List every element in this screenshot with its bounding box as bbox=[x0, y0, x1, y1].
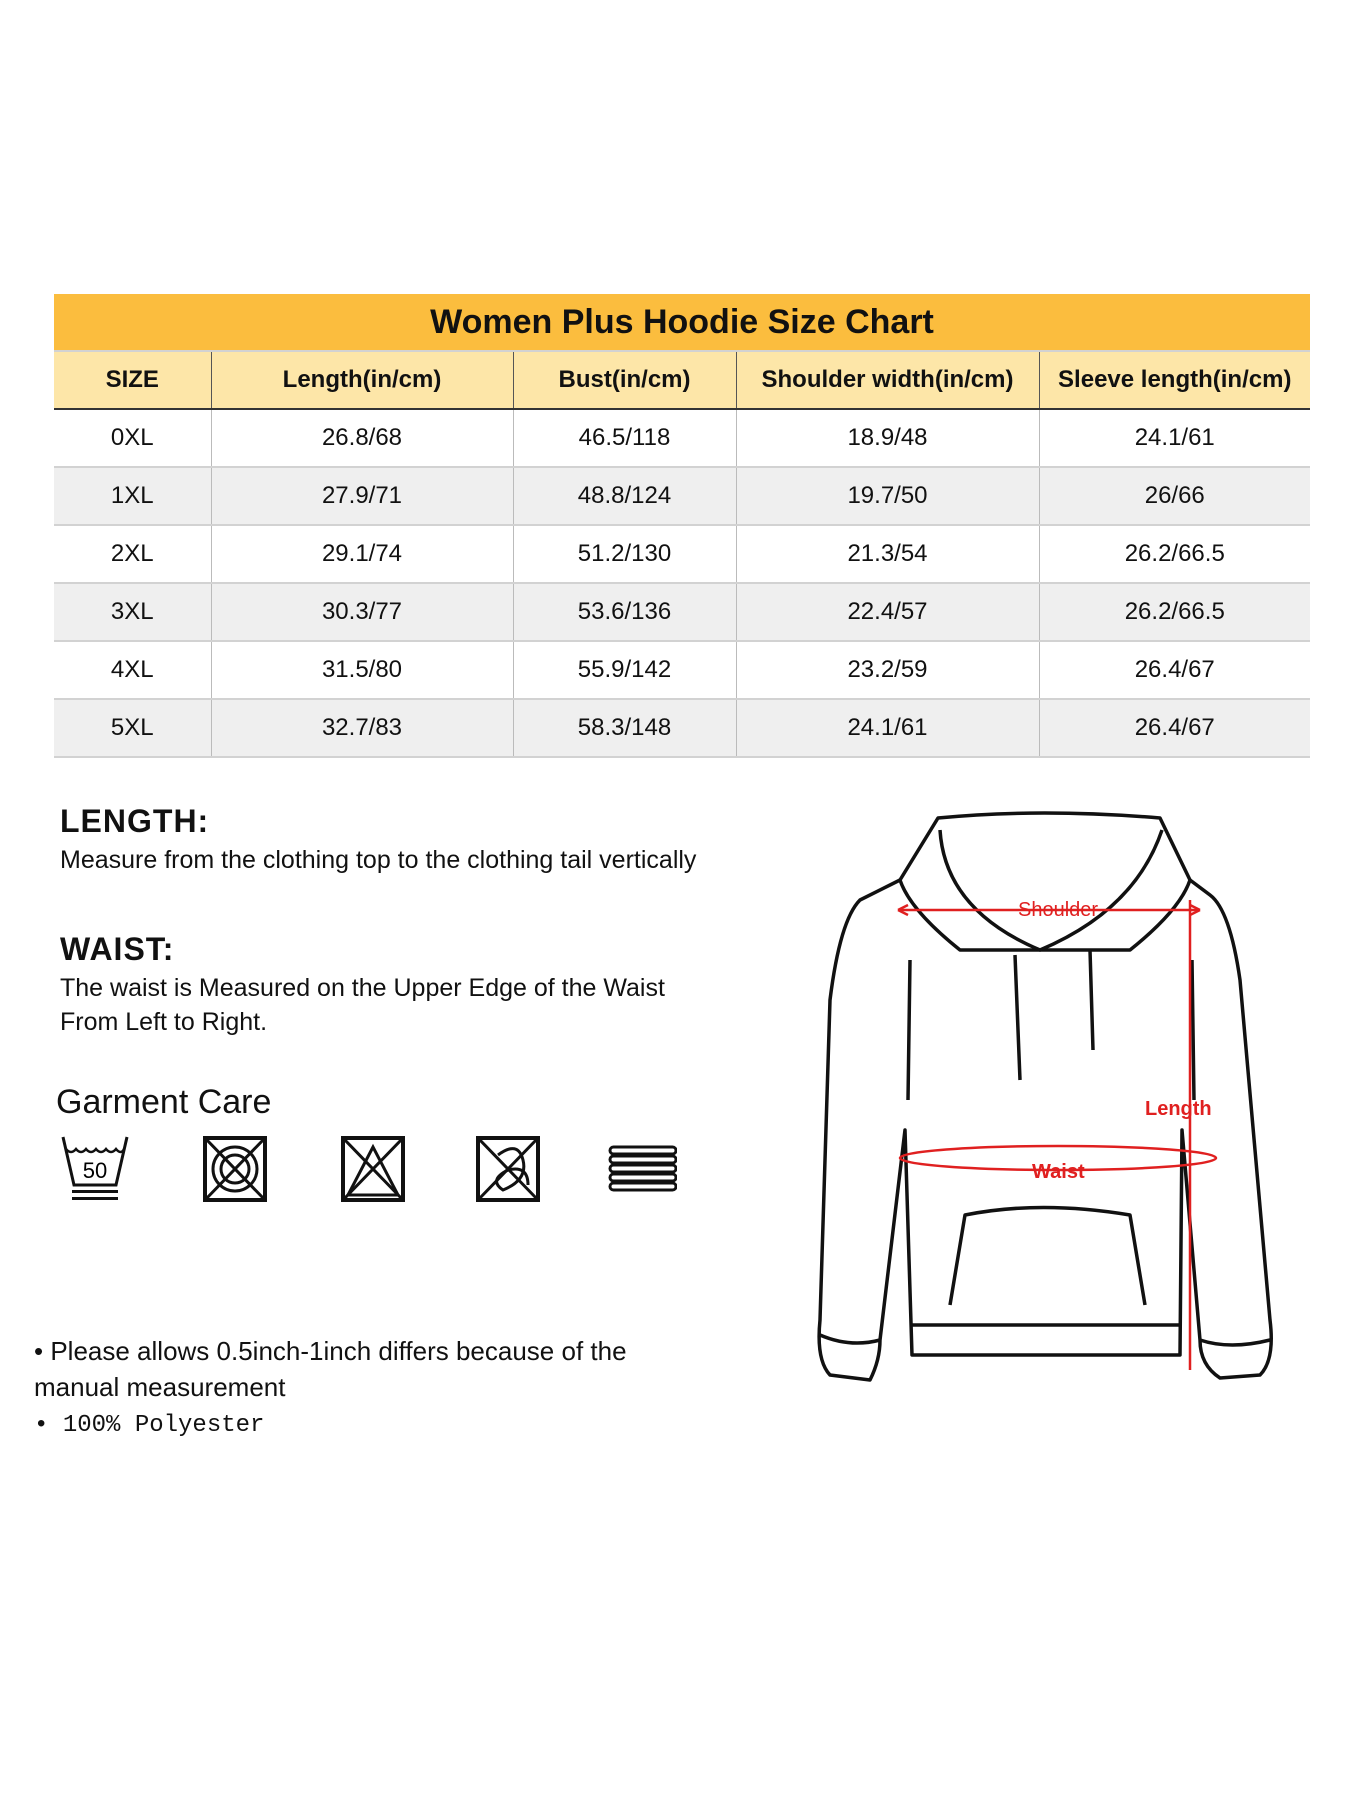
table-cell: 27.9/71 bbox=[210, 467, 513, 526]
waist-label: Waist bbox=[1032, 1161, 1085, 1183]
table-cell: 26.8/68 bbox=[210, 409, 513, 468]
table-cell: 26.4/67 bbox=[1038, 699, 1310, 758]
bullet: • bbox=[34, 1412, 63, 1439]
svg-text:50: 50 bbox=[83, 1158, 107, 1183]
note-measurement: • Please allows 0.5inch-1inch differs be… bbox=[34, 1336, 627, 1402]
table-cell: 26.2/66.5 bbox=[1038, 583, 1310, 642]
table-cell: 26.4/67 bbox=[1038, 641, 1310, 700]
table-cell: 55.9/142 bbox=[512, 641, 736, 700]
garment-care-heading: Garment Care bbox=[56, 1083, 272, 1121]
table-cell: 1XL bbox=[54, 467, 211, 526]
measurement-lines bbox=[897, 900, 1218, 1370]
table-cell: 22.4/57 bbox=[735, 583, 1039, 642]
table-cell: 5XL bbox=[54, 699, 211, 758]
column-header: Bust(in/cm) bbox=[512, 350, 736, 410]
hoodie-outline bbox=[817, 811, 1273, 1382]
column-header: Length(in/cm) bbox=[210, 350, 513, 410]
wash-50-gentle-icon: 50 bbox=[61, 1136, 129, 1200]
table-cell: 24.1/61 bbox=[1038, 409, 1310, 468]
table-cell: 46.5/118 bbox=[512, 409, 736, 468]
size-table: Women Plus Hoodie Size Chart SIZE Length(… bbox=[54, 294, 1310, 758]
table-cell: 26.2/66.5 bbox=[1038, 525, 1310, 584]
hoodie-measurement-diagram: Shoulder Length Waist bbox=[817, 811, 1273, 1382]
table-row: 3XL 30.3/77 53.6/136 22.4/57 26.2/66.5 bbox=[54, 583, 1310, 642]
table-cell: 32.7/83 bbox=[210, 699, 513, 758]
table-cell: 23.2/59 bbox=[735, 641, 1039, 700]
table-row: 5XL 32.7/83 58.3/148 24.1/61 26.4/67 bbox=[54, 699, 1310, 758]
waist-heading: WAIST: bbox=[60, 931, 175, 967]
table-cell: 2XL bbox=[54, 525, 211, 584]
column-header: Sleeve length(in/cm) bbox=[1038, 350, 1310, 410]
do-not-dry-clean-icon bbox=[476, 1136, 540, 1202]
table-cell: 48.8/124 bbox=[512, 467, 736, 526]
column-header: Shoulder width(in/cm) bbox=[735, 350, 1039, 410]
table-cell: 18.9/48 bbox=[735, 409, 1039, 468]
column-header: SIZE bbox=[54, 350, 211, 410]
length-heading: LENGTH: bbox=[60, 803, 210, 839]
waist-text: The waist is Measured on the Upper Edge … bbox=[60, 974, 665, 1036]
length-text: Measure from the clothing top to the clo… bbox=[60, 846, 697, 874]
do-not-tumble-dry-icon bbox=[203, 1136, 267, 1202]
note-material: • 100% Polyester bbox=[34, 1412, 265, 1439]
table-cell: 58.3/148 bbox=[512, 699, 736, 758]
dry-flat-icon bbox=[608, 1145, 677, 1192]
table-title: Women Plus Hoodie Size Chart bbox=[54, 294, 1310, 352]
table-row: 4XL 31.5/80 55.9/142 23.2/59 26.4/67 bbox=[54, 641, 1310, 700]
table-cell: 26/66 bbox=[1038, 467, 1310, 526]
table-row: 0XL 26.8/68 46.5/118 18.9/48 24.1/61 bbox=[54, 409, 1310, 468]
table-row: 2XL 29.1/74 51.2/130 21.3/54 26.2/66.5 bbox=[54, 525, 1310, 584]
bullet: • bbox=[34, 1336, 51, 1366]
table-cell: 0XL bbox=[54, 409, 211, 468]
table-cell: 51.2/130 bbox=[512, 525, 736, 584]
shoulder-label: Shoulder bbox=[1018, 899, 1098, 921]
table-cell: 30.3/77 bbox=[210, 583, 513, 642]
table-cell: 53.6/136 bbox=[512, 583, 736, 642]
table-cell: 29.1/74 bbox=[210, 525, 513, 584]
table-cell: 31.5/80 bbox=[210, 641, 513, 700]
do-not-bleach-icon bbox=[341, 1136, 405, 1202]
table-row: 1XL 27.9/71 48.8/124 19.7/50 26/66 bbox=[54, 467, 1310, 526]
length-label: Length bbox=[1145, 1098, 1212, 1120]
table-cell: 4XL bbox=[54, 641, 211, 700]
table-cell: 24.1/61 bbox=[735, 699, 1039, 758]
table-cell: 3XL bbox=[54, 583, 211, 642]
table-cell: 19.7/50 bbox=[735, 467, 1039, 526]
table-cell: 21.3/54 bbox=[735, 525, 1039, 584]
